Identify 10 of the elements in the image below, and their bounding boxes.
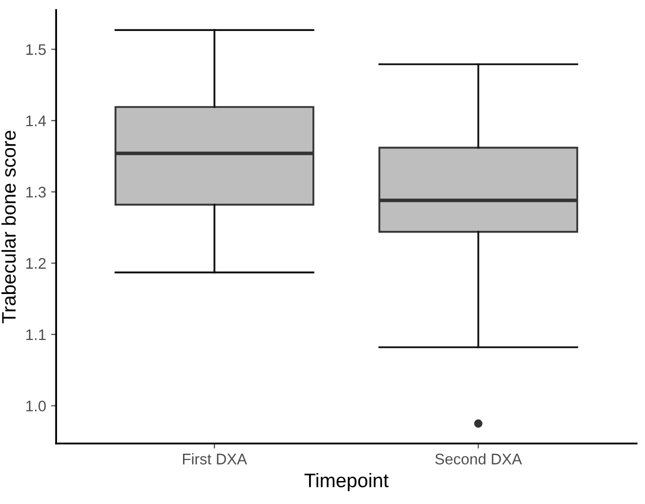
y-tick-label: 1.4 [26, 116, 46, 126]
y-tick-label: 1.3 [26, 186, 46, 198]
y-tick-label: 1.1 [26, 329, 46, 340]
y-axis-title: Trabecular bone score [1, 130, 16, 324]
x-tick-label: Second DXA [435, 453, 522, 464]
x-tick-label: First DXA [183, 453, 248, 464]
y-tick-label: 1.2 [26, 258, 46, 269]
x-axis-title: Timepoint [304, 473, 389, 492]
y-tick-label: 1.5 [26, 44, 46, 55]
y-tick-label: 1.0 [26, 400, 46, 412]
